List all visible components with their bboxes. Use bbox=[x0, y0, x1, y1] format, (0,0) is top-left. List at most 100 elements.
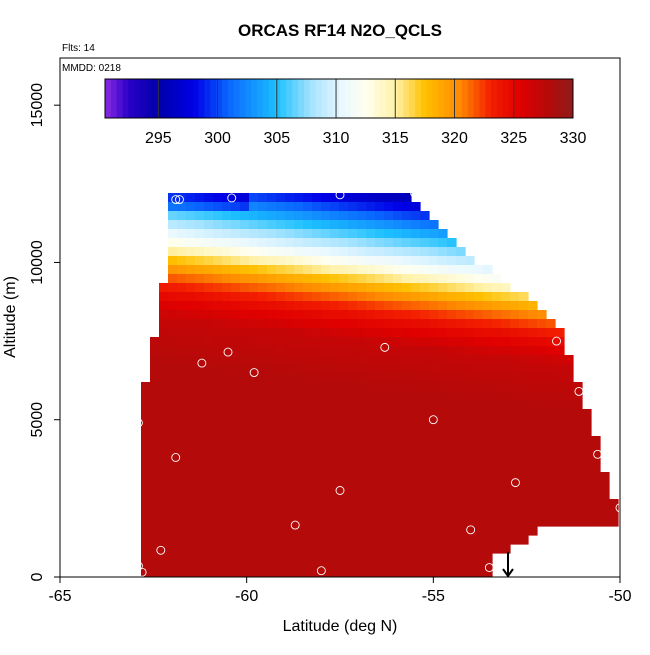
heatmap-cell bbox=[303, 256, 313, 266]
heatmap-cell bbox=[366, 238, 376, 248]
heatmap-cell bbox=[312, 535, 322, 545]
heatmap-cell bbox=[384, 364, 394, 374]
heatmap-cell bbox=[384, 481, 394, 491]
heatmap-cell bbox=[213, 472, 223, 482]
heatmap-cell bbox=[339, 301, 349, 311]
heatmap-cell bbox=[231, 373, 241, 383]
heatmap-cell bbox=[456, 454, 466, 464]
heatmap-cell bbox=[465, 544, 475, 554]
heatmap-cell bbox=[258, 553, 268, 563]
heatmap-cell bbox=[357, 373, 367, 383]
heatmap-cell bbox=[483, 535, 493, 545]
heatmap-cell bbox=[249, 202, 259, 212]
colorbar-swatch bbox=[274, 79, 281, 118]
heatmap-cell bbox=[321, 481, 331, 491]
heatmap-cell bbox=[276, 445, 286, 455]
heatmap-cell bbox=[330, 562, 340, 572]
heatmap-cell bbox=[501, 400, 511, 410]
heatmap-cell bbox=[456, 247, 466, 257]
heatmap-cell bbox=[384, 337, 394, 347]
heatmap-cell bbox=[447, 382, 457, 392]
heatmap-cell bbox=[195, 472, 205, 482]
heatmap-cell bbox=[159, 427, 169, 437]
heatmap-cell bbox=[366, 301, 376, 311]
heatmap-cell bbox=[231, 247, 241, 257]
heatmap-cell bbox=[294, 535, 304, 545]
colorbar: 295 300 305 310 315 320 325 330 bbox=[104, 78, 586, 147]
heatmap-cell bbox=[357, 472, 367, 482]
heatmap-cell bbox=[258, 328, 268, 338]
heatmap-cell bbox=[393, 247, 403, 257]
heatmap-cell bbox=[213, 220, 223, 230]
heatmap-cell bbox=[222, 454, 232, 464]
heatmap-cell bbox=[267, 535, 277, 545]
heatmap-cell bbox=[411, 355, 421, 365]
heatmap-cell bbox=[465, 571, 475, 577]
heatmap-cell bbox=[294, 292, 304, 302]
heatmap-cell bbox=[348, 301, 358, 311]
heatmap-cell bbox=[528, 355, 538, 365]
heatmap-cell bbox=[240, 337, 250, 347]
heatmap-cell bbox=[204, 283, 214, 293]
heatmap-cell bbox=[375, 337, 385, 347]
heatmap-cell bbox=[546, 508, 556, 518]
heatmap-cell bbox=[213, 553, 223, 563]
x-axis-label: Latitude (deg N) bbox=[283, 618, 398, 635]
heatmap-cell bbox=[321, 436, 331, 446]
heatmap-cell bbox=[600, 517, 610, 527]
heatmap-cell bbox=[177, 463, 187, 473]
heatmap-cell bbox=[411, 292, 421, 302]
heatmap-cell bbox=[438, 355, 448, 365]
heatmap-cell bbox=[222, 301, 232, 311]
heatmap-cell bbox=[249, 328, 259, 338]
heatmap-cell bbox=[348, 553, 358, 563]
heatmap-cell bbox=[411, 337, 421, 347]
heatmap-cell bbox=[231, 508, 241, 518]
heatmap-cell bbox=[411, 544, 421, 554]
heatmap-cell bbox=[339, 391, 349, 401]
heatmap-cell bbox=[204, 472, 214, 482]
heatmap-cell bbox=[177, 229, 187, 239]
heatmap-cell bbox=[303, 535, 313, 545]
heatmap-cell bbox=[276, 247, 286, 257]
heatmap-cell bbox=[258, 490, 268, 500]
heatmap-cell bbox=[285, 193, 295, 203]
heatmap-cell bbox=[213, 400, 223, 410]
heatmap-cell bbox=[546, 364, 556, 374]
heatmap-cell bbox=[357, 400, 367, 410]
heatmap-cell bbox=[150, 337, 160, 347]
heatmap-cell bbox=[267, 346, 277, 356]
heatmap-cell bbox=[321, 310, 331, 320]
heatmap-cell bbox=[384, 400, 394, 410]
heatmap-cell bbox=[465, 526, 475, 536]
colorbar-swatch bbox=[257, 79, 264, 118]
heatmap-cell bbox=[258, 193, 268, 203]
heatmap-cell bbox=[168, 373, 178, 383]
heatmap-cell bbox=[492, 526, 502, 536]
heatmap-cell bbox=[528, 400, 538, 410]
heatmap-cell bbox=[555, 391, 565, 401]
heatmap-cell bbox=[393, 409, 403, 419]
heatmap-cell bbox=[267, 211, 277, 221]
heatmap-cell bbox=[447, 373, 457, 383]
heatmap-cell bbox=[393, 400, 403, 410]
heatmap-cell bbox=[339, 319, 349, 329]
heatmap-cell bbox=[375, 409, 385, 419]
heatmap-cell bbox=[195, 445, 205, 455]
heatmap-cell bbox=[303, 364, 313, 374]
heatmap-cell bbox=[447, 355, 457, 365]
heatmap-cell bbox=[348, 427, 358, 437]
heatmap-cell bbox=[537, 427, 547, 437]
heatmap-cell bbox=[267, 373, 277, 383]
heatmap-cell bbox=[249, 544, 259, 554]
heatmap-cell bbox=[438, 400, 448, 410]
heatmap-cell bbox=[492, 418, 502, 428]
heatmap-cell bbox=[348, 535, 358, 545]
heatmap-cell bbox=[456, 445, 466, 455]
heatmap-cell bbox=[150, 562, 160, 572]
heatmap-cell bbox=[195, 400, 205, 410]
heatmap-cell bbox=[267, 265, 277, 275]
heatmap-cell bbox=[186, 373, 196, 383]
heatmap-cell bbox=[186, 319, 196, 329]
heatmap-cell bbox=[438, 337, 448, 347]
